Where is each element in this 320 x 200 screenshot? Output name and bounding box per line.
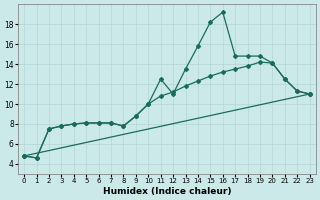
X-axis label: Humidex (Indice chaleur): Humidex (Indice chaleur) <box>103 187 231 196</box>
